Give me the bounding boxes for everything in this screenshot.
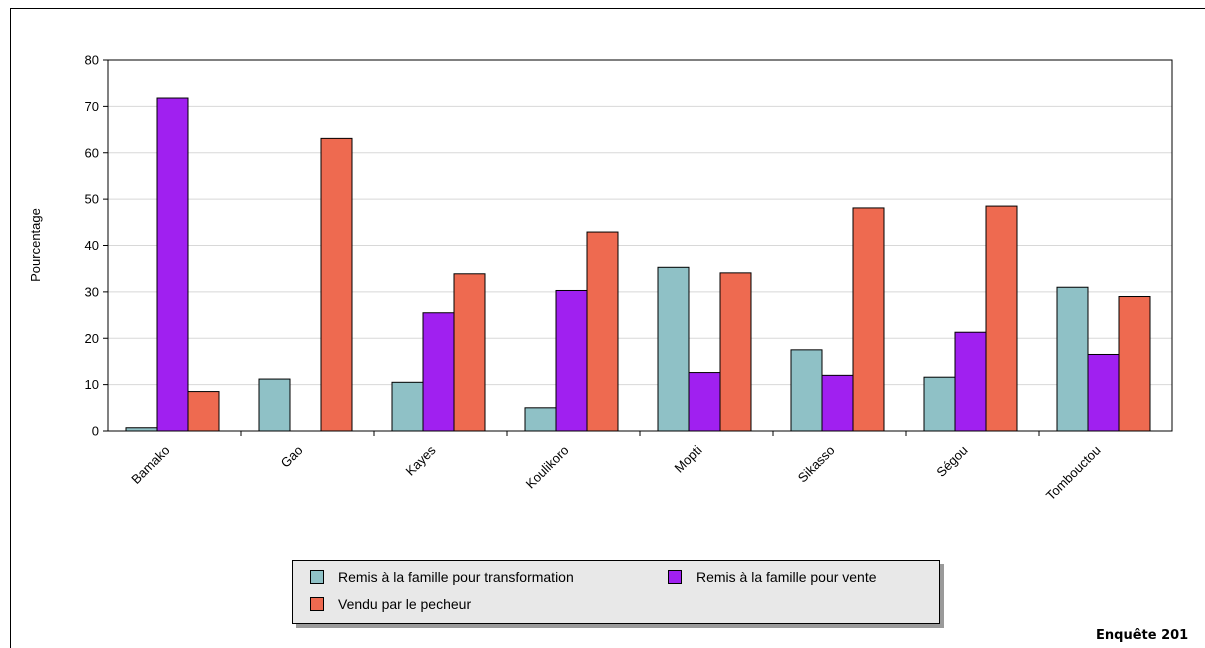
bar-bamako-series-1 [156, 97, 189, 432]
x-category-label: Koulikoro [523, 443, 572, 492]
legend-item-transformation: Remis à la famille pour transformation [310, 569, 574, 585]
bar-kayes-series-0 [391, 381, 424, 432]
bar-kayes-series-2 [453, 273, 486, 432]
y-tick-label: 0 [92, 424, 99, 439]
bars [125, 97, 1151, 432]
y-tick-label: 40 [85, 238, 99, 253]
bar-kayes-series-1 [422, 312, 455, 432]
x-category-label: Bamako [128, 443, 172, 487]
bar-ségou-series-2 [985, 205, 1018, 432]
x-category-label: Gao [278, 443, 306, 471]
survey-footnote: Enquête 201 [1096, 628, 1189, 643]
bar-tombouctou-series-2 [1118, 296, 1151, 432]
x-category-label: Ségou [933, 443, 970, 480]
y-tick-label: 70 [85, 99, 99, 114]
legend: Remis à la famille pour transformation R… [292, 560, 940, 624]
legend-label-transformation: Remis à la famille pour transformation [338, 569, 574, 585]
x-category-label: Tombouctou [1043, 443, 1104, 504]
bar-ségou-series-0 [923, 376, 956, 432]
bar-sikasso-series-1 [821, 374, 854, 432]
y-tick-label: 20 [85, 331, 99, 346]
bar-tombouctou-series-1 [1087, 353, 1120, 432]
bar-gao-series-0 [258, 378, 291, 432]
y-axis-tick-labels: 0 10 20 30 40 50 60 70 80 [85, 53, 99, 439]
bar-sikasso-series-2 [852, 207, 885, 432]
y-tick-label: 50 [85, 192, 99, 207]
x-category-label: Mopti [672, 442, 705, 475]
legend-swatch-transformation [310, 570, 324, 584]
legend-label-vente: Remis à la famille pour vente [696, 569, 877, 585]
bar-bamako-series-2 [187, 391, 220, 432]
legend-swatch-vendu [310, 597, 324, 611]
bar-sikasso-series-0 [790, 349, 823, 432]
legend-item-vendu: Vendu par le pecheur [310, 596, 471, 612]
bar-ségou-series-1 [954, 331, 987, 432]
bar-gao-series-2 [320, 137, 353, 432]
legend-item-vente: Remis à la famille pour vente [668, 569, 877, 585]
y-tick-label: 10 [85, 377, 99, 392]
chart-frame [10, 8, 1205, 648]
x-category-label: Kayes [402, 442, 439, 479]
legend-label-vendu: Vendu par le pecheur [338, 596, 472, 612]
y-tick-label: 30 [85, 284, 99, 299]
y-tick-label: 80 [85, 53, 99, 68]
bar-tombouctou-series-0 [1056, 286, 1089, 432]
x-category-label: Sikasso [795, 443, 838, 486]
legend-swatch-vente [668, 570, 682, 584]
bar-koulikoro-series-2 [586, 231, 619, 432]
axis-ticks [103, 59, 1040, 436]
y-axis-title: Pourcentage [28, 208, 43, 282]
bar-koulikoro-series-1 [555, 289, 588, 432]
bar-koulikoro-series-0 [524, 407, 557, 432]
bar-mopti-series-1 [688, 372, 721, 432]
bar-mopti-series-0 [657, 266, 690, 432]
y-tick-label: 60 [85, 145, 99, 160]
bar-mopti-series-2 [719, 272, 752, 432]
x-axis-category-labels: Bamako Gao Kayes Koulikoro Mopti Sikasso Ségou… [128, 442, 1103, 503]
